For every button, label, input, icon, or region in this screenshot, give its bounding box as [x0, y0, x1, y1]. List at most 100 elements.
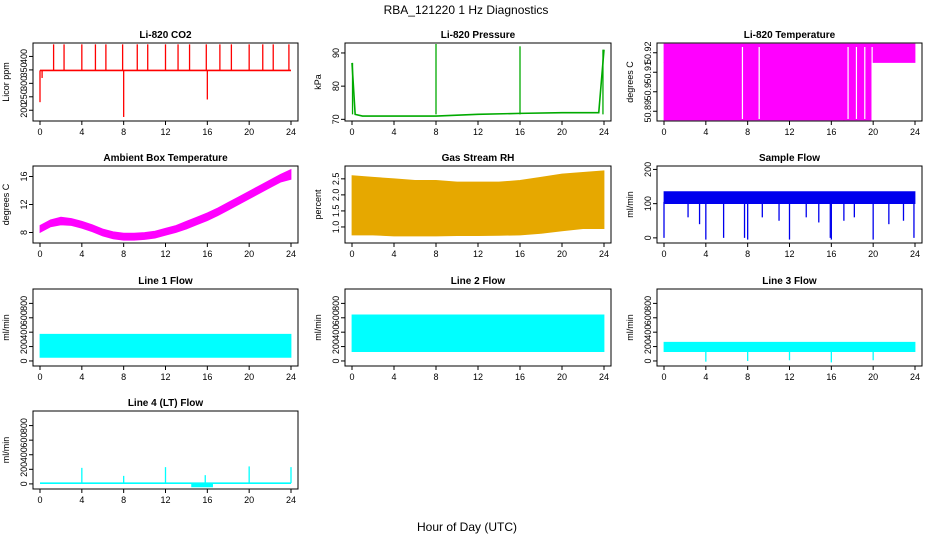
- x-tick-label: 0: [349, 127, 354, 137]
- x-axis: 0 4 8 12 16 20 24: [37, 489, 296, 505]
- x-tick-label: 20: [557, 127, 567, 137]
- y-axis-label: ml/min: [1, 437, 11, 464]
- x-tick-label: 8: [121, 127, 126, 137]
- x-tick-label: 4: [703, 127, 708, 137]
- series-band: [191, 482, 213, 488]
- x-tick-label: 4: [79, 495, 84, 505]
- x-tick-label: 24: [286, 372, 296, 382]
- y-axis-label: ml/min: [1, 314, 11, 341]
- x-tick-label: 0: [661, 127, 666, 137]
- y-tick-label: 0: [19, 481, 29, 486]
- y-axis-label: kPa: [313, 74, 323, 90]
- x-tick-label: 12: [784, 127, 794, 137]
- y-tick-label: 0: [643, 358, 653, 363]
- x-tick-label: 8: [433, 372, 438, 382]
- y-tick-label: 400: [331, 325, 341, 340]
- y-tick-label: 600: [19, 433, 29, 448]
- x-tick-label: 16: [202, 495, 212, 505]
- y-axis: 1.0 1.5 2.0 2.5: [331, 173, 345, 233]
- y-tick-label: 250: [19, 89, 29, 104]
- panel-title: Sample Flow: [759, 153, 820, 164]
- y-axis: 70 80 90: [331, 48, 345, 124]
- x-axis: 0 4 8 12 16 20 24: [661, 366, 920, 382]
- y-tick-label: 200: [643, 339, 653, 354]
- x-tick-label: 24: [286, 249, 296, 259]
- y-tick-label: 350: [19, 62, 29, 77]
- y-tick-label: 16: [19, 171, 29, 181]
- figure-xlabel: Hour of Day (UTC): [417, 520, 517, 534]
- panel-title: Ambient Box Temperature: [103, 153, 228, 164]
- plot-data: [39, 168, 292, 241]
- x-tick-label: 20: [244, 495, 254, 505]
- y-axis-label: ml/min: [313, 314, 323, 341]
- x-tick-label: 12: [473, 127, 483, 137]
- x-tick-label: 0: [37, 249, 42, 259]
- y-tick-label: 12: [19, 199, 29, 209]
- x-tick-label: 4: [703, 249, 708, 259]
- y-tick-label: 800: [331, 296, 341, 311]
- x-tick-label: 16: [202, 127, 212, 137]
- x-tick-label: 16: [515, 127, 525, 137]
- x-tick-label: 24: [599, 249, 609, 259]
- panel-title: Line 2 Flow: [451, 276, 506, 287]
- x-tick-label: 0: [37, 495, 42, 505]
- y-tick-label: 800: [19, 296, 29, 311]
- y-axis-label: Licor ppm: [1, 62, 11, 102]
- x-tick-label: 20: [557, 372, 567, 382]
- x-tick-label: 4: [391, 372, 396, 382]
- y-tick-label: 300: [19, 76, 29, 91]
- x-tick-label: 12: [160, 249, 170, 259]
- y-tick-label: 50.92: [643, 41, 653, 64]
- plot-data: [39, 333, 292, 358]
- y-tick-label: 800: [19, 418, 29, 433]
- y-tick-label: 8: [19, 230, 29, 235]
- panel-line-4-lt-flow: Line 4 (LT) Flow 0 4 8 12 16 20 24 0 200400600800…: [1, 398, 299, 505]
- series-band: [663, 341, 916, 353]
- y-tick-label: 400: [19, 49, 29, 64]
- x-tick-label: 16: [826, 127, 836, 137]
- x-tick-label: 12: [160, 495, 170, 505]
- x-tick-label: 20: [868, 249, 878, 259]
- y-tick-label: 200: [19, 103, 29, 118]
- x-tick-label: 16: [202, 372, 212, 382]
- x-tick-label: 0: [37, 127, 42, 137]
- x-tick-label: 8: [121, 249, 126, 259]
- x-tick-label: 8: [433, 249, 438, 259]
- panel-ambient-box-temperature: Ambient Box Temperature 0 4 8 12 16 20 24 8 12 16 d…: [1, 153, 299, 259]
- x-tick-label: 0: [661, 372, 666, 382]
- x-tick-label: 4: [391, 127, 396, 137]
- y-tick-label: 400: [19, 325, 29, 340]
- plot-data: [351, 170, 605, 237]
- panel-title: Line 3 Flow: [762, 276, 817, 287]
- x-tick-label: 12: [473, 249, 483, 259]
- x-tick-label: 20: [244, 249, 254, 259]
- x-tick-label: 20: [244, 127, 254, 137]
- y-tick-label: 50.9: [643, 83, 653, 101]
- x-axis: 0 4 8 12 16 20 24: [349, 121, 609, 137]
- y-tick-label: 1.5: [331, 205, 341, 218]
- x-tick-label: 0: [349, 249, 354, 259]
- panel-title: Line 4 (LT) Flow: [128, 398, 204, 409]
- plot-data: [40, 466, 292, 488]
- y-tick-label: 200: [331, 339, 341, 354]
- x-tick-label: 24: [599, 127, 609, 137]
- x-tick-label: 4: [703, 372, 708, 382]
- panel-title: Line 1 Flow: [138, 276, 193, 287]
- plot-data: [351, 44, 605, 117]
- x-axis: 0 4 8 12 16 20 24: [349, 366, 609, 382]
- x-axis: 0 4 8 12 16 20 24: [37, 121, 296, 137]
- x-tick-label: 20: [868, 127, 878, 137]
- series-band: [39, 168, 292, 241]
- y-tick-label: 2.0: [331, 189, 341, 202]
- x-axis: 0 4 8 12 16 20 24: [661, 121, 920, 137]
- y-axis-label: degrees C: [625, 61, 635, 103]
- x-tick-label: 24: [286, 127, 296, 137]
- series-band: [39, 333, 292, 358]
